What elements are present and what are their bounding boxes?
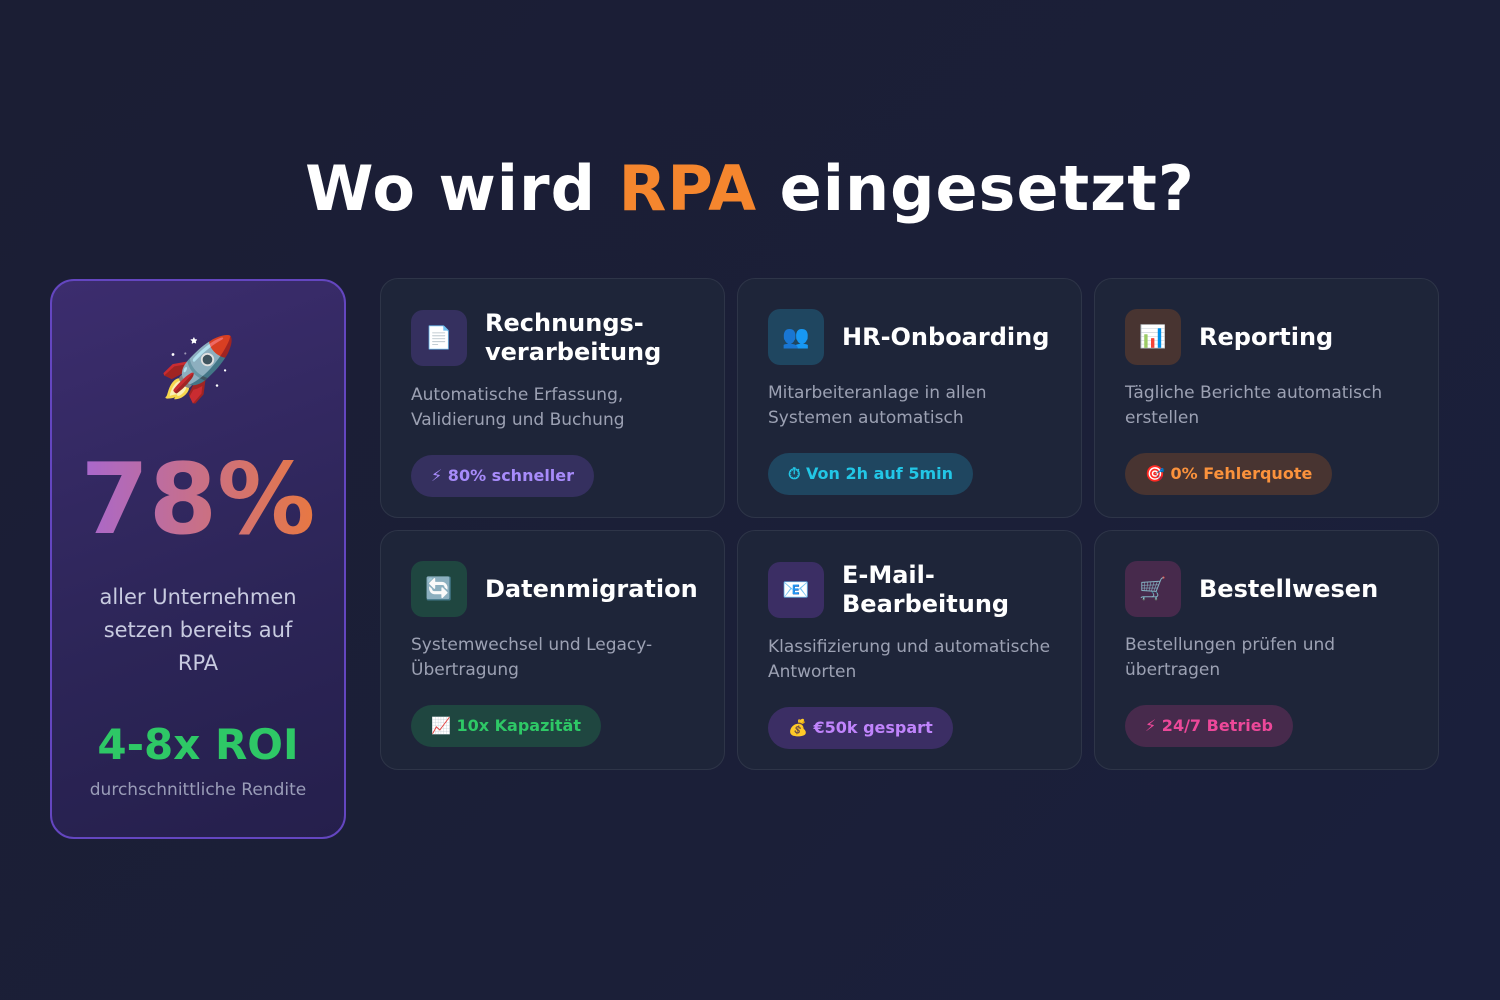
card-badge: 📈 10x Kapazität [411, 705, 601, 747]
card-grid: 📄 Rechnungs-verarbeitung Automatische Erfa… [380, 278, 1439, 770]
card-title: Rechnungs-verarbeitung [485, 309, 662, 366]
stat-icon: 🚀 [159, 332, 237, 405]
roi-note: durchschnittliche Rendite [89, 780, 307, 800]
title: Wo wird RPA eingesetzt? [0, 152, 1500, 225]
card-title: HR-Onboarding [842, 322, 1050, 351]
card-description: Tägliche Berichte automatisch erstellen [1125, 383, 1383, 428]
card-header: 🛒 Bestellwesen [1125, 561, 1408, 617]
card-icon: 📧 [768, 562, 824, 618]
stat-value: 78% [52, 445, 344, 555]
use-case-card: 🛒 Bestellwesen Bestellungen prüfen und übe… [1094, 530, 1439, 770]
card-description: Klassifizierung und automatische Antwort… [768, 637, 1051, 682]
card-title: Reporting [1199, 322, 1334, 351]
card-header: 👥 HR-Onboarding [768, 309, 1051, 365]
card-badge: 💰 €50k gespart [768, 707, 953, 749]
card-title: E-Mail-Bearbeitung [842, 561, 1010, 618]
card-title: Datenmigration [485, 574, 698, 603]
use-case-card: 📊 Reporting Tägliche Berichte automatisch … [1094, 278, 1439, 518]
card-header: 📄 Rechnungs-verarbeitung [411, 309, 694, 367]
card-description: Systemwechsel und Legacy-Übertragung [411, 635, 653, 680]
use-case-card: 👥 HR-Onboarding Mitarbeiteranlage in allen… [737, 278, 1082, 518]
card-badge: 🎯 0% Fehlerquote [1125, 453, 1333, 495]
card-icon: 🛒 [1125, 561, 1181, 617]
card-icon: 🔄 [411, 561, 467, 617]
stat-text: aller Unternehmen setzen bereits auf RPA [99, 585, 297, 675]
card-header: 📧 E-Mail-Bearbeitung [768, 561, 1051, 619]
title-text: eingesetzt? [757, 152, 1195, 225]
card-header: 📊 Reporting [1125, 309, 1408, 365]
card-icon: 📄 [411, 310, 467, 366]
title-text: Wo wird [305, 152, 619, 225]
use-case-card: 📧 E-Mail-Bearbeitung Klassifizierung und a… [737, 530, 1082, 770]
card-header: 🔄 Datenmigration [411, 561, 698, 617]
stat-card: 🚀 78% aller Unternehmen setzen bereits a… [50, 279, 346, 839]
card-icon: 📊 [1125, 309, 1181, 365]
title-highlight: RPA [618, 152, 758, 225]
card-description: Bestellungen prüfen und übertragen [1125, 635, 1336, 680]
card-description: Automatische Erfassung, Validierung und … [411, 385, 625, 430]
use-case-card: 📄 Rechnungs-verarbeitung Automatische Erfa… [380, 278, 725, 518]
card-icon: 👥 [768, 309, 824, 365]
card-badge: ⏱ Von 2h auf 5min [768, 453, 974, 495]
use-case-card: 🔄 Datenmigration Systemwechsel und Legacy-… [380, 530, 725, 770]
roi: 4-8x ROI [97, 720, 299, 769]
card-description: Mitarbeiteranlage in allen Systemen auto… [768, 383, 987, 428]
card-badge: ⚡ 80% schneller [411, 455, 595, 497]
card-title: Bestellwesen [1199, 574, 1379, 603]
card-badge: ⚡ 24/7 Betrieb [1125, 705, 1293, 747]
